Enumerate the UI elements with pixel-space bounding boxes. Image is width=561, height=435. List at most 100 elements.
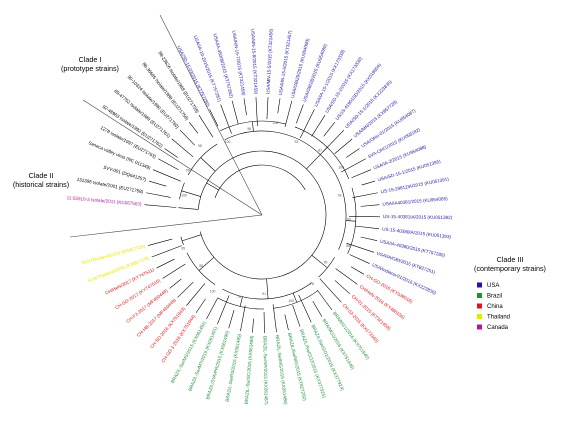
root-arc [197, 150, 327, 280]
bootstrap-value: 78 [310, 282, 314, 286]
leaf-label: USA/MN-15-7/2015 (KT321458) [231, 30, 246, 96]
leaf-branch [164, 148, 178, 158]
clade1-name: Clade I [79, 55, 102, 64]
leaf-branch [360, 204, 380, 207]
legend-swatch [477, 303, 482, 309]
legend-label: Brazil [487, 294, 502, 300]
legend-label: USA [487, 283, 499, 289]
leaf-branch [323, 121, 336, 137]
bootstrap-value: 88 [199, 264, 203, 268]
legend-label: Thailand [487, 315, 510, 321]
leaf-branch [144, 204, 177, 208]
leaf-label: SVV-001 (DQ641257) [103, 165, 148, 183]
leaf-branch [195, 298, 206, 314]
clade2-name: Clade II [29, 171, 54, 180]
leaf-branch [349, 254, 370, 264]
leaf-branch [147, 238, 173, 246]
leaf-label: CH-FJ-2017 (MF460448) [125, 288, 169, 324]
tree-branches [144, 97, 380, 333]
bootstrap-value: 96 [247, 127, 251, 131]
bootstrap-value: 93 [295, 140, 299, 144]
clade2-bottom-line [69, 214, 263, 238]
leaf-branch [151, 245, 182, 258]
leaf-branch [206, 297, 218, 320]
leaf-label: BRAZIL/Sw/GO1/2015 (KX377924) [310, 324, 345, 392]
clade2-label: Clade II (historical strains) [13, 171, 69, 189]
leaf-label: USA/MN-15-6/2015 (KT321457) [278, 30, 293, 96]
leaf-branch [350, 266, 365, 275]
tree-leaf-labels: 11-55910-3 Isolate/2011 (KC667563)131395… [66, 28, 452, 405]
clade1-label: Clade I (prototype strains) [61, 55, 119, 73]
leaf-branch [352, 192, 378, 198]
leaf-label: CH-SD-2016 (KX751943) [149, 306, 187, 350]
leaf-branch [351, 169, 372, 179]
leaf-branch [299, 109, 315, 139]
leaf-label: CH-01-2015 (KT321458) [351, 294, 392, 332]
leaf-label: USA/MN-15-8/2015 (KT321459) [250, 28, 258, 94]
leaf-branch [186, 283, 206, 306]
clade2-subtitle: (historical strains) [13, 180, 69, 189]
leaf-branch [198, 115, 214, 138]
leaf-branch [340, 158, 366, 173]
leaf-label: BRAZIL-Sw/SP/2015 (KX061487) [262, 336, 268, 405]
bootstrap-value: 100 [273, 121, 279, 125]
bootstrap-value: 98 [198, 144, 202, 148]
leaf-branch [169, 278, 182, 289]
leaf-branch [171, 138, 194, 158]
bootstrap-value: 99 [186, 168, 190, 172]
clade-arc [180, 236, 184, 246]
clade3-name: Clade III [497, 255, 524, 264]
leaf-branch [152, 169, 181, 182]
leaf-branch [284, 100, 293, 128]
bootstrap-value: 92 [338, 193, 342, 197]
leaf-label: USA/IA40381/2015 (KU954085) [382, 196, 448, 207]
leaf-branch [188, 121, 199, 134]
internal-branch [266, 278, 269, 299]
leaf-branch [177, 281, 194, 298]
legend: USA Brazil China Thailand Canada [477, 282, 510, 331]
leaf-label: BRAZIL-Sw/MS/2015 (KX061492) [170, 320, 207, 384]
leaf-label: BRAZIL-Sw/MG/2015 (KX061486) [275, 335, 289, 406]
leaf-branch [346, 242, 375, 253]
internal-branch [178, 207, 199, 210]
leaf-branch [158, 158, 179, 171]
leaf-branch [312, 300, 323, 317]
legend-label: Canada [487, 325, 509, 331]
leaf-branch [292, 304, 301, 327]
root-inner-arc [214, 164, 306, 199]
leaf-branch [231, 100, 239, 125]
bootstrap-value: 100 [345, 217, 351, 221]
internal-branch [181, 190, 201, 197]
leaf-branch [334, 138, 353, 154]
leaf-label: BRA/MG2/2016 (KX751946) [322, 318, 356, 371]
clade1-subtitle: (prototype strains) [61, 64, 119, 73]
internal-branch [200, 157, 216, 172]
leaf-label: BRAZIL-Sw/SC/2015 (KX061488) [244, 335, 255, 405]
internal-branch [306, 154, 321, 170]
internal-branch [345, 220, 356, 222]
leaf-label: US-15-29812IA/2015 (KU051391) [380, 176, 449, 194]
leaf-branch [335, 268, 358, 285]
bootstrap-value: 85 [346, 244, 350, 248]
bootstrap-value: 87 [318, 149, 322, 153]
legend-label: China [487, 304, 503, 310]
leaf-branch [243, 98, 247, 116]
leaf-branch [346, 148, 360, 158]
bootstrap-value: 91 [262, 292, 266, 296]
leaf-label: BRAZIL-Sw/RS/2015 (KX061489) [225, 333, 243, 402]
bootstrap-value: 100 [181, 193, 187, 197]
leaf-label: CH/HeN-2016 (KY486156) [359, 284, 407, 320]
bootstrap-value: 100 [338, 165, 344, 169]
leaf-label: US-15-40380IA/2015 (KU051393) [382, 226, 452, 239]
leaf-branch [360, 236, 378, 242]
clade-arc [187, 143, 218, 176]
leaf-branch [146, 192, 171, 198]
clade1-top-line [159, 14, 263, 216]
internal-branch [252, 121, 254, 132]
internal-branch [311, 255, 328, 269]
leaf-branch [361, 180, 376, 186]
leaf-label: 131395 Isolate/2001 (EU271758) [76, 177, 144, 195]
internal-branch [320, 147, 328, 155]
bootstrap-value: 95 [181, 246, 185, 250]
